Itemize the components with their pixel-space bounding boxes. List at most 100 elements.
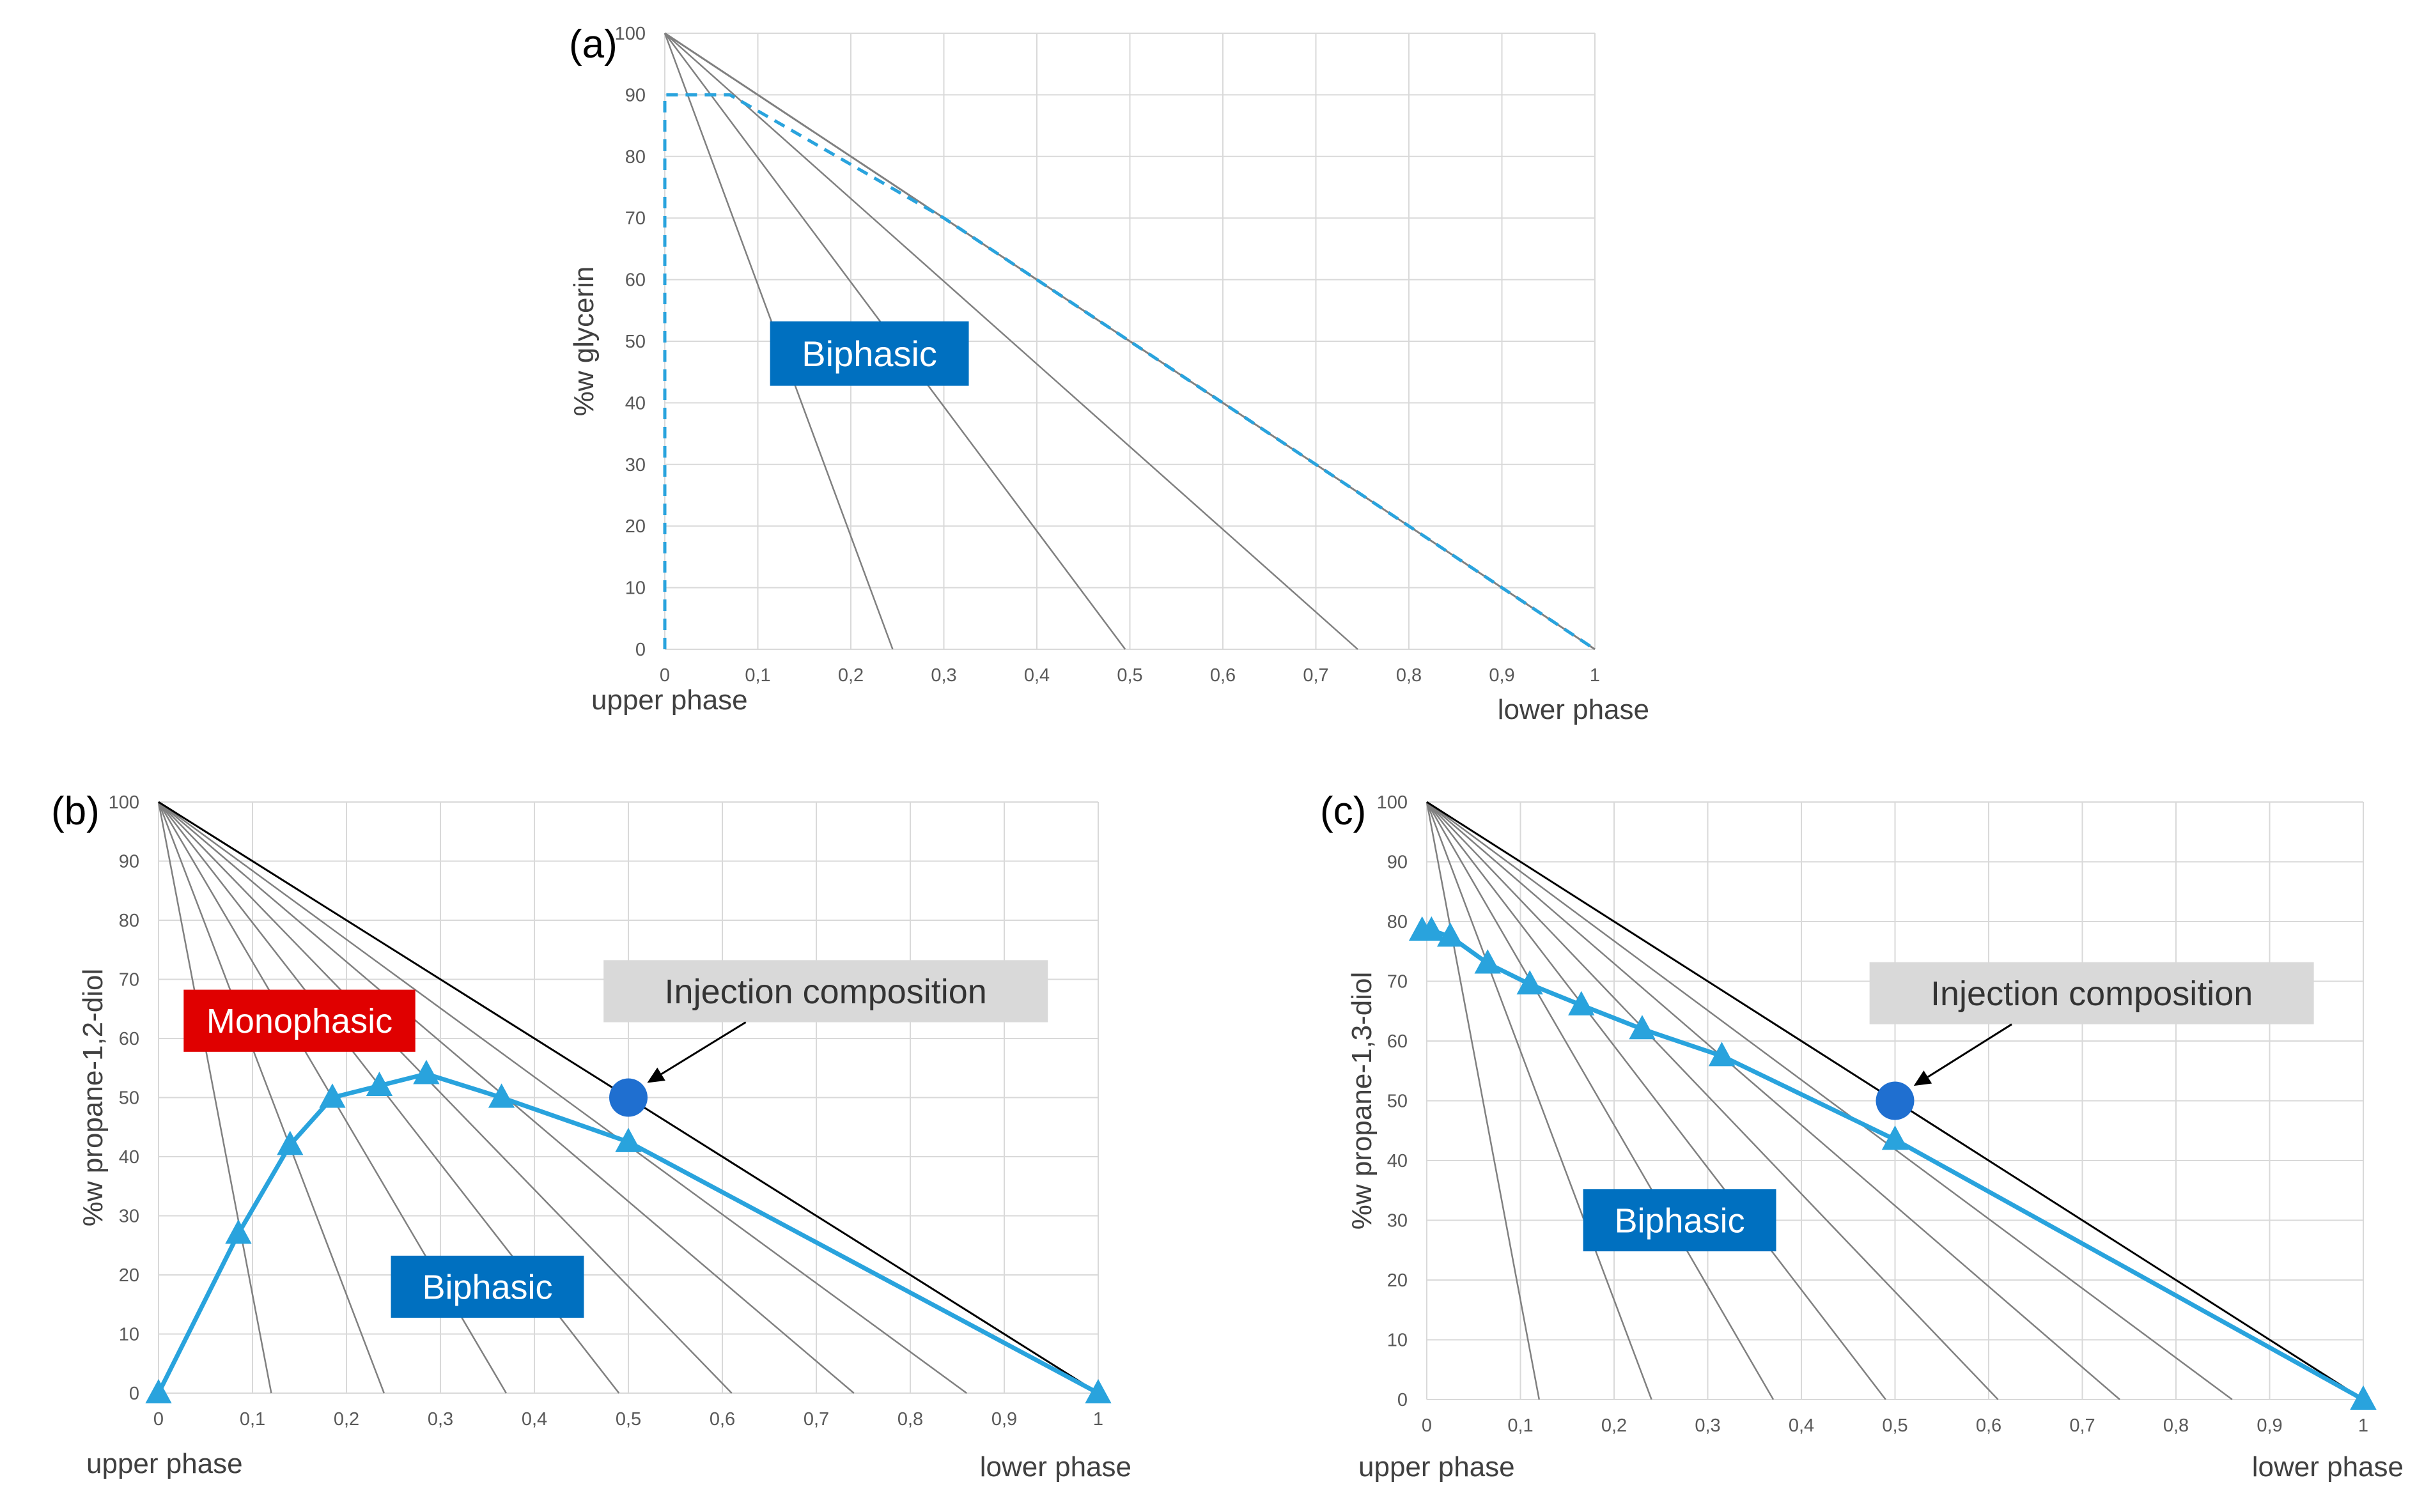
x-tick-label: 0,4 (522, 1409, 547, 1430)
x-tick-label: 0,5 (1117, 665, 1142, 686)
tie-line (1426, 801, 1775, 1400)
y-tick-label: 70 (119, 970, 139, 991)
y-tick-label: 10 (1387, 1331, 1408, 1351)
data-point-triangle (488, 1083, 515, 1108)
annotation-box (603, 960, 1048, 1022)
y-tick-label: 70 (1387, 972, 1408, 992)
annotation-label: Injection composition (665, 973, 987, 1011)
data-point-triangle (277, 1130, 304, 1155)
data-point-triangle (319, 1083, 346, 1108)
panel-a: 0 0,1 0,2 0,3 0,4 0,5 0,6 0,7 0,8 0,9 101020304050… (568, 22, 1649, 725)
y-tick-label: 20 (625, 516, 646, 537)
data-point-triangle (413, 1060, 440, 1084)
x-tick-label: 0 (153, 1409, 164, 1430)
x-right-end-label: lower phase (980, 1451, 1131, 1483)
y-tick-label: 80 (625, 147, 646, 167)
x-tick-label: 0,3 (1695, 1416, 1720, 1436)
x-right-end-label: lower phase (1498, 694, 1649, 725)
y-tick-label: 80 (119, 911, 139, 931)
y-tick-label: 100 (1377, 792, 1408, 813)
annotation-blue: Biphasic (1583, 1189, 1776, 1252)
x-tick-label: 1 (1590, 665, 1600, 686)
x-left-end-label: upper phase (86, 1448, 243, 1479)
annotation-arrow (1927, 1023, 2012, 1078)
y-tick-label: 20 (1387, 1270, 1408, 1291)
data-point-triangle (366, 1071, 393, 1096)
x-tick-label: 0,1 (745, 665, 770, 686)
y-tick-label: 10 (119, 1325, 139, 1345)
x-tick-label: 0,1 (1507, 1416, 1533, 1436)
y-tick-label: 90 (1387, 852, 1408, 873)
y-tick-label: 60 (1387, 1031, 1408, 1052)
panel-b: 0 0,1 0,2 0,3 0,4 0,5 0,6 0,7 0,8 0,9 101020304050… (51, 789, 1131, 1483)
x-tick-label: 0,8 (1396, 665, 1422, 686)
tie-line (158, 801, 967, 1394)
tie-line (158, 801, 733, 1394)
x-tick-label: 0,6 (1976, 1416, 2001, 1436)
y-tick-label: 90 (119, 852, 139, 872)
data-point-triangle (1708, 1042, 1736, 1067)
x-tick-label: 1 (1093, 1409, 1103, 1430)
x-tick-label: 0,1 (240, 1409, 265, 1430)
y-tick-label: 60 (119, 1029, 139, 1049)
series-line (663, 93, 1596, 651)
annotation-arrow-head (1913, 1070, 1932, 1086)
panel-c: 0 0,1 0,2 0,3 0,4 0,5 0,6 0,7 0,8 0,9 101020304050… (1320, 789, 2404, 1483)
x-tick-label: 0,2 (1601, 1416, 1627, 1436)
y-tick-label: 70 (625, 208, 646, 229)
y-tick-label: 90 (625, 85, 646, 105)
x-tick-label: 0,5 (616, 1409, 641, 1430)
panel-label: (c) (1320, 789, 1366, 833)
injection-point (1876, 1081, 1915, 1120)
data-point-triangle (1085, 1378, 1112, 1403)
annotation-label: Biphasic (422, 1268, 552, 1306)
data-point-triangle (1568, 991, 1595, 1015)
x-tick-label: 0,7 (2069, 1416, 2095, 1436)
annotation-label: Monophasic (206, 1002, 392, 1040)
tie-line (1426, 801, 1541, 1400)
data-point-triangle (1516, 970, 1543, 995)
tie-line (1426, 801, 2233, 1401)
tie-line (1426, 801, 2120, 1400)
y-tick-label: 0 (1397, 1390, 1408, 1410)
tie-line (664, 33, 1358, 650)
y-tick-label: 100 (109, 792, 139, 813)
annotation-label: Biphasic (802, 334, 937, 374)
y-tick-label: 30 (119, 1207, 139, 1227)
annotation-gray: Injection composition (603, 960, 1048, 1022)
y-tick-label: 50 (1387, 1092, 1408, 1112)
tie-line (1426, 801, 1999, 1400)
annotation-box (391, 1255, 584, 1318)
y-tick-label: 100 (615, 24, 646, 44)
y-tick-label: 30 (1387, 1211, 1408, 1231)
data-point-triangle (1881, 1125, 1909, 1150)
y-tick-label: 50 (625, 332, 646, 352)
tie-line (1426, 801, 1886, 1400)
x-tick-label: 0 (1422, 1416, 1432, 1436)
x-tick-label: 0,4 (1789, 1416, 1814, 1436)
x-tick-label: 0,6 (710, 1409, 735, 1430)
tie-line (157, 801, 272, 1394)
injection-point (609, 1078, 648, 1117)
y-axis-label: %w glycerin (568, 266, 600, 417)
y-tick-label: 80 (1387, 912, 1408, 932)
x-tick-label: 0,9 (991, 1409, 1017, 1430)
x-tick-label: 0 (660, 665, 670, 686)
data-point-triangle (225, 1219, 252, 1244)
annotation-box (770, 321, 969, 386)
annotation-label: Injection composition (1931, 975, 2253, 1013)
x-tick-label: 1 (2358, 1416, 2368, 1436)
x-tick-label: 0,8 (2163, 1416, 2189, 1436)
y-axis-label: %w propane-1,3-diol (1346, 972, 1378, 1230)
x-tick-label: 0,3 (428, 1409, 453, 1430)
data-point-triangle (1436, 922, 1464, 947)
annotation-arrow-head (647, 1067, 665, 1083)
x-tick-label: 0,5 (1882, 1416, 1907, 1436)
x-right-end-label: lower phase (2252, 1451, 2404, 1483)
y-tick-label: 10 (625, 578, 646, 599)
y-tick-label: 50 (119, 1088, 139, 1109)
annotation-label: Biphasic (1614, 1201, 1744, 1240)
annotation-box (1869, 962, 2314, 1024)
y-tick-label: 60 (625, 270, 646, 291)
